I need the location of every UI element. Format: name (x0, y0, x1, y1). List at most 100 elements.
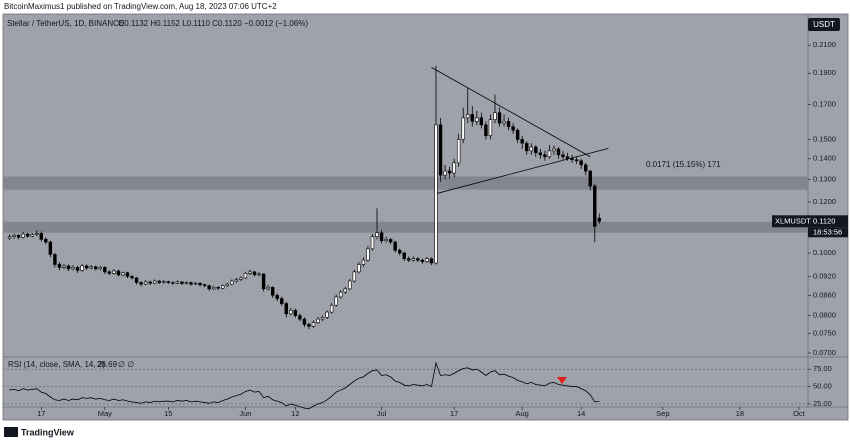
candle-body (53, 254, 57, 265)
countdown-box (808, 227, 848, 238)
candle-body (216, 286, 220, 289)
candle-body (497, 112, 502, 124)
logo-icon (4, 427, 18, 437)
candle-body (452, 162, 456, 174)
candle-body (343, 288, 347, 293)
candle-body (175, 281, 180, 284)
candle-body (121, 272, 125, 276)
candle-body (375, 232, 379, 238)
y-tick-label: 0.1300 (813, 175, 836, 184)
rsi-status: ∅ ∅ (118, 360, 134, 369)
last-price-box (772, 215, 848, 228)
y-tick-label: 0.1400 (813, 154, 836, 163)
candle-body (25, 233, 30, 237)
candle-body (543, 154, 547, 158)
candle-body (520, 139, 524, 144)
candle-body (547, 150, 552, 158)
candle-body (370, 236, 375, 250)
candle-body (361, 259, 366, 265)
candle-body (107, 271, 112, 274)
candle-body (189, 282, 193, 285)
y-tick-label: 75.00 (813, 364, 832, 373)
candle-body (388, 239, 393, 243)
candle-body (443, 170, 447, 176)
y-tick-label: 0.0800 (813, 311, 836, 320)
candle-body (116, 270, 121, 276)
candle-body (84, 265, 89, 269)
candle-body (593, 185, 597, 227)
candle-body (552, 148, 556, 152)
candle-body (148, 281, 152, 284)
candle-body (588, 170, 592, 187)
candle-body (425, 258, 429, 262)
candle-body (320, 317, 325, 320)
x-tick-label: 15 (164, 409, 172, 418)
candle-body (157, 280, 161, 283)
chart-title: Stellar / TetherUS, 1D, BINANCE (7, 19, 124, 28)
candle-body (334, 296, 338, 306)
candle-body (252, 271, 257, 276)
candle-body (420, 259, 425, 262)
y-tick-label: 0.0920 (813, 271, 836, 280)
candle-body (202, 284, 207, 286)
candle-body (44, 239, 48, 243)
annotation: 0.0171 (15.15%) 171 (646, 160, 721, 169)
candle-body (561, 154, 565, 158)
candle-body (280, 298, 284, 304)
y-tick-label: 0.1000 (813, 248, 836, 257)
candle-body (230, 280, 234, 285)
x-tick-label: Oct (793, 409, 806, 418)
zone (3, 221, 808, 233)
candle-body (71, 267, 75, 270)
candle-body (488, 119, 493, 137)
ohlc-summary: O0.1132 H0.1152 L0.1110 C0.1120 −0.0012 … (118, 19, 308, 28)
y-tick-label: 50.00 (813, 382, 832, 391)
candle-body (325, 311, 329, 318)
candle-body (447, 170, 452, 174)
candle-body (475, 117, 479, 122)
candle-body (80, 265, 84, 271)
candle-body (429, 258, 434, 264)
candle-body (48, 241, 53, 255)
candle-body (112, 270, 116, 274)
candle-body (493, 112, 497, 120)
candle-body (57, 264, 62, 268)
y-tick-label: 0.0860 (813, 290, 836, 299)
candle-body (366, 248, 370, 261)
candle-body (583, 164, 588, 172)
candle-body (339, 291, 343, 298)
candle-body (502, 121, 506, 124)
candle-body (506, 121, 511, 127)
candle-body (597, 217, 602, 222)
candle-body (579, 160, 583, 166)
candle-body (534, 146, 538, 154)
candle-body (348, 280, 352, 290)
candle-body (98, 267, 102, 270)
candle-body (515, 129, 520, 140)
candle-body (180, 281, 184, 284)
candle-body (397, 249, 402, 254)
candle-body (284, 303, 288, 315)
candle-body (329, 304, 334, 313)
x-tick-label: 17 (37, 409, 45, 418)
y-tick-label: 0.0750 (813, 329, 836, 338)
candle-body (221, 285, 225, 289)
candle-body (198, 282, 202, 286)
x-tick-label: May (98, 409, 112, 418)
candle-body (89, 266, 93, 269)
candle-body (239, 277, 243, 280)
candle-body (171, 282, 175, 284)
signal-marker (557, 377, 567, 384)
candle-body (207, 285, 211, 290)
candle-body (261, 273, 266, 290)
candle-body (12, 235, 16, 238)
candle-body (125, 272, 130, 277)
candle-body (298, 315, 302, 320)
currency-box (808, 18, 840, 31)
candle-body (193, 282, 198, 285)
candle-body (289, 310, 293, 315)
candle-body (479, 117, 484, 126)
candle-body (316, 318, 320, 323)
